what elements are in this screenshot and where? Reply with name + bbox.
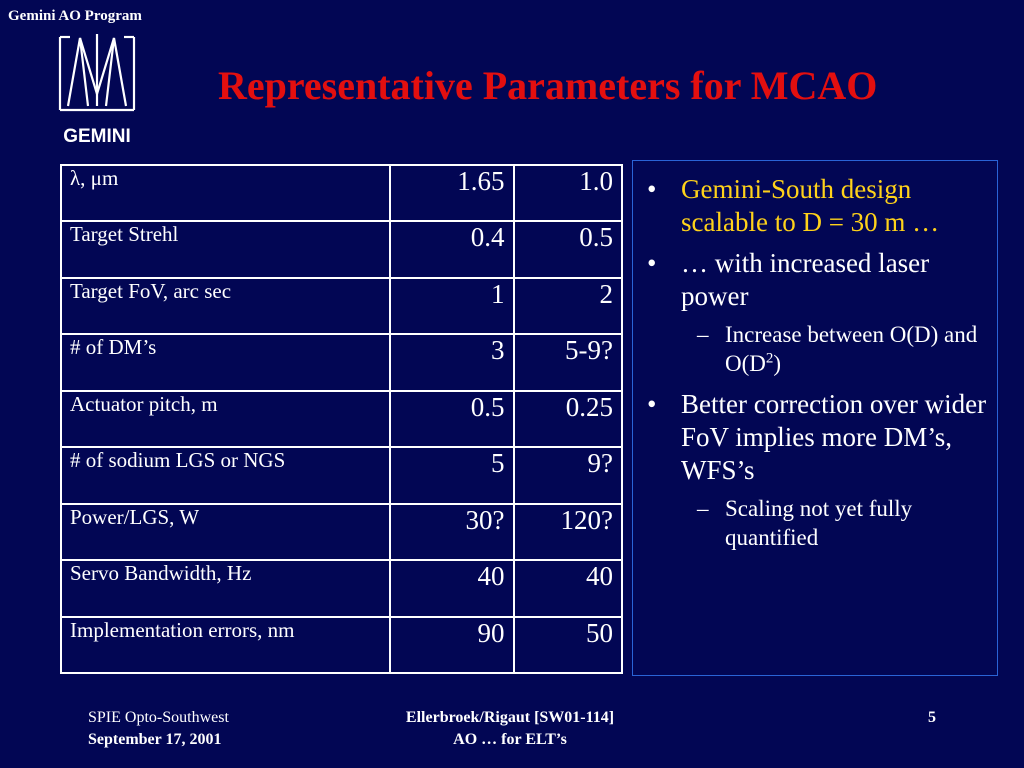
param-label: λ, μm [59, 163, 392, 223]
superscript: 2 [765, 349, 774, 366]
table-row: Target Strehl 0.4 0.5 [59, 220, 624, 279]
table-row: # of DM’s 3 5-9? [59, 333, 624, 392]
bullet-panel: • Gemini-South design scalable to D = 30… [632, 160, 998, 676]
table-row: Target FoV, arc sec 1 2 [59, 276, 624, 336]
sub-bullet-text: Increase between O(D) and O(D2) [725, 321, 978, 376]
logo-text: GEMINI [63, 126, 131, 147]
bullet-item: • … with increased laser power [633, 247, 987, 313]
table-row: Servo Bandwidth, Hz 40 40 [59, 559, 624, 618]
param-value-2: 0.5 [512, 220, 624, 279]
bullet-text: … with increased laser power [681, 247, 930, 311]
footer-left: SPIE Opto-Southwest September 17, 2001 [88, 707, 229, 751]
bullet-marker: • [647, 389, 657, 420]
param-label: Servo Bandwidth, Hz [59, 559, 392, 618]
param-value-1: 0.4 [389, 220, 515, 279]
sub-bullet-item: – Increase between O(D) and O(D2) [633, 321, 987, 379]
sub-bullet-text: Scaling not yet fully quantified [725, 496, 913, 550]
param-value-2: 1.0 [512, 163, 624, 223]
parameters-table: λ, μm 1.65 1.0 Target Strehl 0.4 0.5 Tar… [59, 163, 624, 674]
param-label: Target FoV, arc sec [59, 276, 392, 336]
param-label: # of DM’s [59, 333, 392, 392]
footer-talk-title: AO … for ELT’s [453, 731, 567, 748]
bullet-item: • Gemini-South design scalable to D = 30… [633, 173, 987, 239]
param-value-1: 1 [389, 276, 515, 336]
param-value-2: 40 [512, 559, 624, 618]
bullet-text: Gemini-South design scalable to D = 30 m… [681, 174, 940, 237]
bullet-list: • Gemini-South design scalable to D = 30… [633, 161, 997, 553]
param-value-1: 1.65 [389, 163, 515, 223]
sub-bullet-marker: – [697, 496, 709, 522]
param-value-2: 50 [512, 615, 624, 674]
table-row: # of sodium LGS or NGS 5 9? [59, 446, 624, 505]
footer-date: September 17, 2001 [88, 731, 222, 748]
param-value-1: 90 [389, 615, 515, 674]
param-label: Implementation errors, nm [59, 615, 392, 674]
param-value-1: 5 [389, 446, 515, 505]
table-row: Power/LGS, W 30? 120? [59, 502, 624, 562]
param-value-1: 3 [389, 333, 515, 392]
bullet-text: Better correction over wider FoV implies… [681, 389, 987, 486]
param-value-2: 2 [512, 276, 624, 336]
param-label: Target Strehl [59, 220, 392, 279]
param-value-2: 120? [512, 502, 624, 562]
param-value-2: 0.25 [512, 389, 624, 449]
footer-center: Ellerbroek/Rigaut [SW01-114] AO … for EL… [375, 707, 645, 751]
bullet-marker: • [647, 174, 657, 204]
param-value-1: 30? [389, 502, 515, 562]
param-value-1: 40 [389, 559, 515, 618]
param-label: # of sodium LGS or NGS [59, 446, 392, 505]
footer-authors: Ellerbroek/Rigaut [SW01-114] [405, 709, 615, 726]
sub-bullet-marker: – [697, 321, 709, 347]
bullet-item: • Better correction over wider FoV impli… [633, 388, 987, 487]
footer-conference: SPIE Opto-Southwest [88, 709, 229, 726]
table-row: Implementation errors, nm 90 50 [59, 615, 624, 674]
gemini-logo: GEMINI [58, 34, 136, 147]
bullet-marker: • [647, 247, 657, 278]
param-label: Power/LGS, W [59, 502, 392, 562]
page-number: 5 [928, 709, 936, 726]
param-value-2: 5-9? [512, 333, 624, 392]
table-row: Actuator pitch, m 0.5 0.25 [59, 389, 624, 449]
param-label: Actuator pitch, m [59, 389, 392, 449]
param-value-2: 9? [512, 446, 624, 505]
param-value-1: 0.5 [389, 389, 515, 449]
sub-bullet-item: – Scaling not yet fully quantified [633, 495, 987, 553]
slide-title: Representative Parameters for MCAO [218, 63, 878, 108]
program-label: Gemini AO Program [8, 8, 142, 24]
table-row: λ, μm 1.65 1.0 [59, 163, 624, 223]
